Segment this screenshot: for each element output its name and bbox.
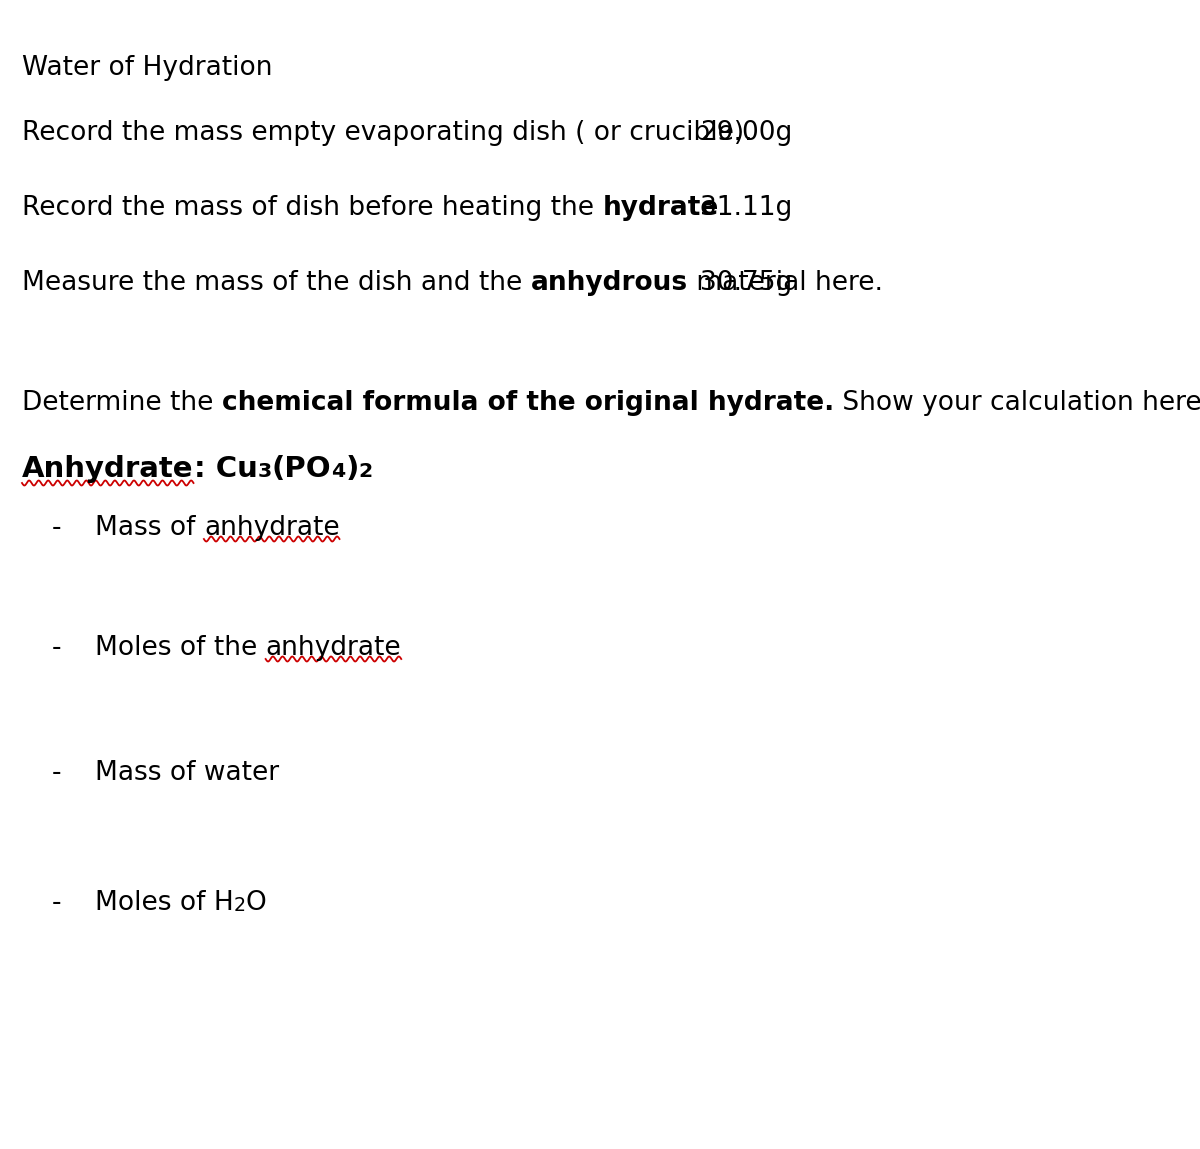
Text: ): ) [346,455,359,483]
Text: Determine the: Determine the [22,390,222,416]
Text: 4: 4 [331,462,346,481]
Text: 2: 2 [359,462,373,481]
Text: anhydrate: anhydrate [204,515,340,541]
Text: Show your calculation here:: Show your calculation here: [834,390,1200,416]
Text: Moles of the: Moles of the [95,635,265,661]
Text: Moles of H: Moles of H [95,890,234,916]
Text: Record the mass of dish before heating the: Record the mass of dish before heating t… [22,195,602,221]
Text: : Cu: : Cu [193,455,257,483]
Text: anhydrate: anhydrate [265,635,401,661]
Text: Mass of: Mass of [95,515,204,541]
Text: material here.: material here. [688,270,883,296]
Text: (PO: (PO [271,455,331,483]
Text: Water of Hydration: Water of Hydration [22,55,272,80]
Text: Record the mass empty evaporating dish ( or crucible).: Record the mass empty evaporating dish (… [22,119,752,146]
Text: Measure the mass of the dish and the: Measure the mass of the dish and the [22,270,530,296]
Text: 2: 2 [234,896,246,915]
Text: chemical formula of the original hydrate.: chemical formula of the original hydrate… [222,390,834,416]
Text: 31.11g: 31.11g [700,195,792,221]
Text: -: - [52,890,61,916]
Text: -: - [52,515,61,541]
Text: Anhydrate: Anhydrate [22,455,193,483]
Text: O: O [246,890,266,916]
Text: 29.00g: 29.00g [700,119,792,146]
Text: 30.75g: 30.75g [700,270,792,296]
Text: -: - [52,759,61,786]
Text: hydrate: hydrate [602,195,719,221]
Text: anhydrous: anhydrous [530,270,688,296]
Text: 3: 3 [257,462,271,481]
Text: Mass of water: Mass of water [95,759,280,786]
Text: -: - [52,635,61,661]
